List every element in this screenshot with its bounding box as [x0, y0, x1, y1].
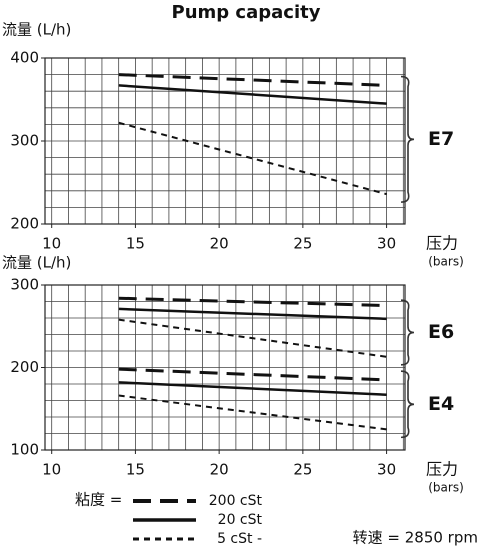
brace — [400, 370, 415, 439]
legend-label: 20 cSt — [218, 512, 263, 528]
x-axis-unit: (bars) — [428, 255, 464, 269]
x-tick-label: 10 — [42, 461, 61, 479]
y-tick-label: 200 — [10, 215, 39, 233]
x-tick-label: 20 — [210, 461, 229, 479]
y-axis-label: 流量 (L/h) — [2, 254, 71, 272]
x-tick-label: 15 — [126, 461, 145, 479]
series-line — [118, 394, 387, 431]
x-axis-unit: (bars) — [428, 481, 464, 495]
y-tick-label: 400 — [10, 49, 39, 67]
legend-label: 200 cSt — [209, 493, 263, 509]
x-axis-label: 压力 — [426, 460, 458, 479]
x-axis-label: 压力 — [426, 234, 458, 253]
series-line — [118, 73, 387, 87]
series-line — [118, 296, 387, 308]
x-tick-label: 25 — [293, 235, 312, 253]
brace — [400, 75, 415, 203]
x-tick-label: 10 — [42, 235, 61, 253]
series-line — [118, 367, 387, 382]
y-tick-label: 200 — [10, 358, 39, 376]
x-tick-label: 20 — [210, 235, 229, 253]
y-tick-label: 100 — [10, 441, 39, 459]
x-tick-label: 30 — [377, 461, 396, 479]
series-line — [118, 318, 387, 358]
y-tick-label: 300 — [10, 132, 39, 150]
group-label: E7 — [428, 128, 454, 150]
legend-title: 粘度 = — [75, 491, 122, 509]
legend-label: 5 cSt - — [217, 531, 262, 547]
series-line — [118, 84, 387, 105]
speed-note: 转速 = 2850 rpm — [353, 529, 478, 547]
group-label: E6 — [428, 321, 454, 343]
chart-title: Pump capacity — [172, 2, 321, 23]
brace — [400, 299, 415, 366]
x-tick-label: 25 — [293, 461, 312, 479]
series-line — [118, 307, 387, 321]
y-axis-label: 流量 (L/h) — [2, 21, 71, 39]
series-line — [118, 121, 387, 196]
x-tick-label: 15 — [126, 235, 145, 253]
x-tick-label: 30 — [377, 235, 396, 253]
series-line — [118, 381, 387, 396]
group-label: E4 — [428, 393, 454, 415]
y-tick-label: 300 — [10, 276, 39, 294]
